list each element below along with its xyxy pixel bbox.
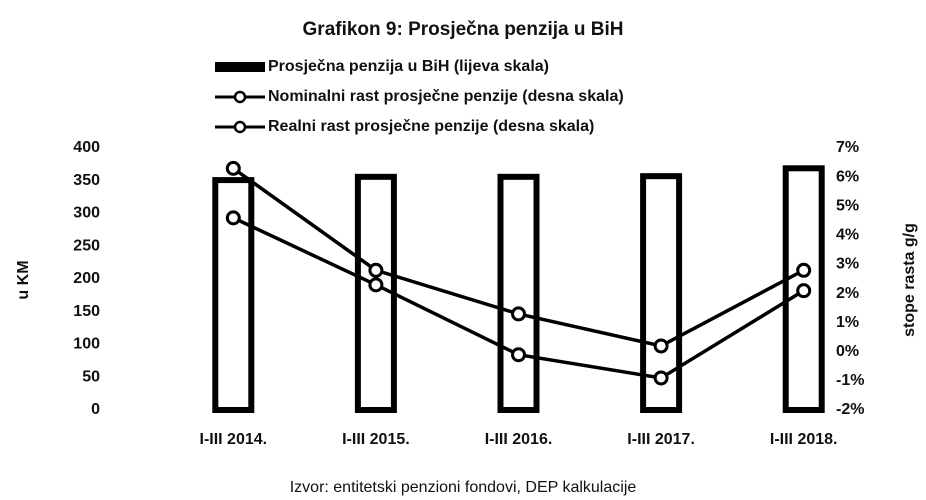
line-marker <box>796 283 812 299</box>
legend-label: Nominalni rast prosječne penzije (desna … <box>268 88 624 105</box>
y2-tick-label: 3% <box>836 256 859 273</box>
y2-tick-label: 0% <box>836 343 859 360</box>
y-tick-label: 300 <box>73 205 100 222</box>
line-marker <box>368 277 384 293</box>
y2-tick-label: 4% <box>836 227 859 244</box>
x-tick-label: I-III 2015. <box>342 431 410 448</box>
chart-title: Grafikon 9: Prosječna penzija u BiH <box>303 19 624 40</box>
y-tick-label: 50 <box>82 368 100 385</box>
line-marker <box>225 160 241 176</box>
y2-tick-label: 2% <box>836 285 859 302</box>
line-marker <box>511 347 526 363</box>
y2-tick-label: 7% <box>836 139 859 156</box>
legend-label: Prosječna penzija u BiH (lijeva skala) <box>268 58 549 75</box>
y-tick-label: 100 <box>73 336 100 353</box>
legend-swatch <box>215 62 265 72</box>
line-marker <box>225 210 241 226</box>
y-tick-label: 400 <box>73 139 100 156</box>
source: Izvor: entitetski penzioni fondovi, DEP … <box>290 479 637 496</box>
line-marker <box>653 338 669 354</box>
line-marker <box>368 262 384 278</box>
x-tick-label: I-III 2016. <box>485 431 553 448</box>
legend-label: Realni rast prosječne penzije (desna ska… <box>268 118 594 135</box>
line-marker <box>511 306 526 322</box>
y-tick-label: 350 <box>73 172 100 189</box>
legend-marker <box>233 120 247 134</box>
y-tick-label: 250 <box>73 237 100 254</box>
x-tick-label: I-III 2014. <box>200 431 268 448</box>
y2-tick-label: 6% <box>836 168 859 185</box>
y-tick-label: 150 <box>73 303 100 320</box>
bar <box>354 173 397 413</box>
x-tick-label: I-III 2017. <box>627 431 695 448</box>
bar <box>497 173 540 413</box>
y2-tick-label: -2% <box>836 401 864 418</box>
y-tick-label: 200 <box>73 270 100 287</box>
line-marker <box>653 370 669 386</box>
y2-tick-label: 1% <box>836 314 859 331</box>
legend-marker <box>233 90 247 104</box>
y-tick-label: 0 <box>91 401 100 418</box>
y2-tick-label: -1% <box>836 372 864 389</box>
y-axis-label: u KM <box>15 260 32 299</box>
x-tick-label: I-III 2018. <box>770 431 838 448</box>
line-marker <box>796 262 812 278</box>
y2-tick-label: 5% <box>836 197 859 214</box>
y2-axis-label: stope rasta g/g <box>901 223 918 337</box>
